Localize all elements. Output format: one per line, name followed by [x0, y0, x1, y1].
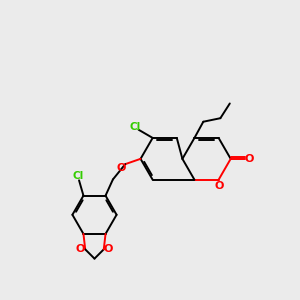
Text: Cl: Cl — [129, 122, 140, 132]
Text: O: O — [214, 181, 224, 191]
Text: O: O — [116, 163, 126, 173]
Text: O: O — [76, 244, 85, 254]
Text: O: O — [104, 244, 113, 254]
Text: Cl: Cl — [73, 172, 84, 182]
Text: O: O — [244, 154, 254, 164]
